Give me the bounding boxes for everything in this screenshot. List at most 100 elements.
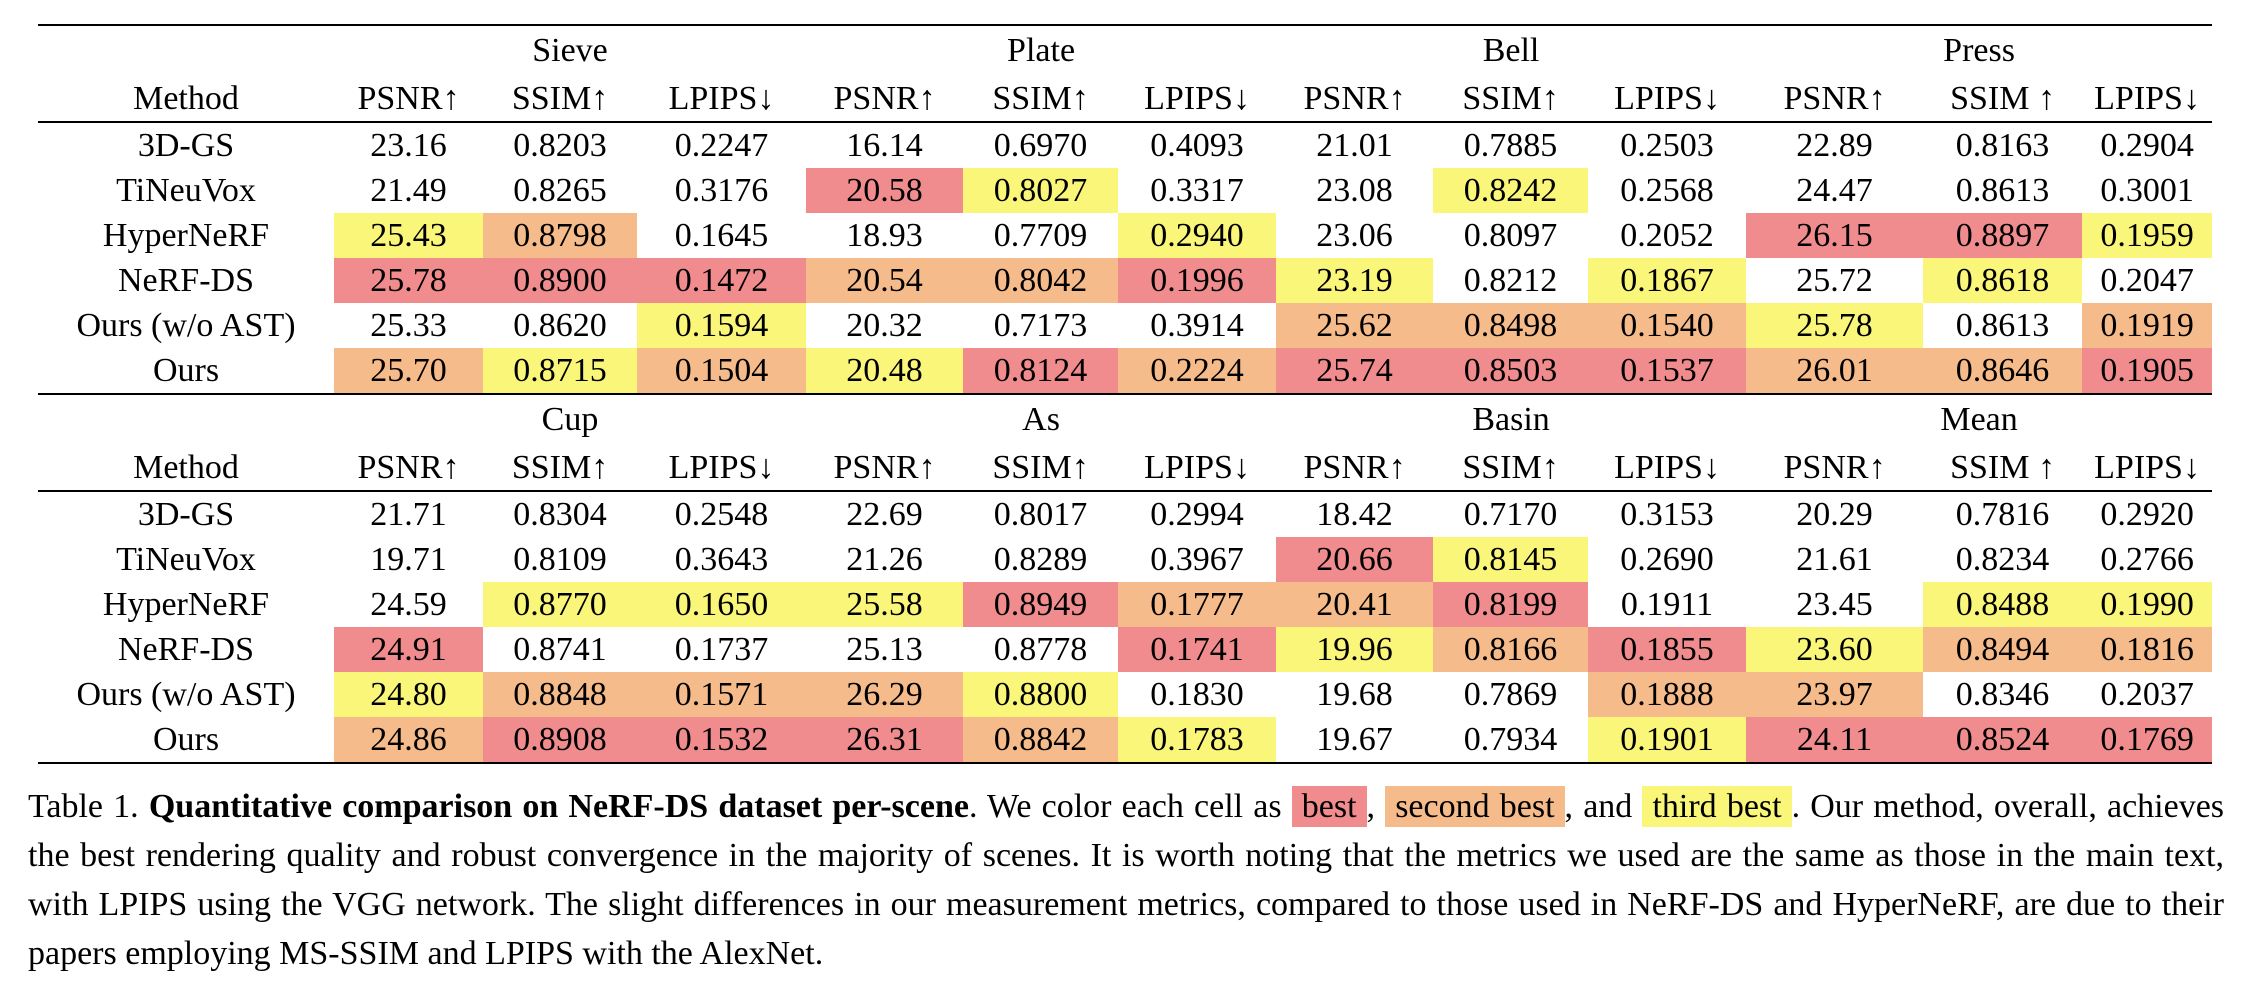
caption-text-2: , and bbox=[1564, 788, 1633, 825]
metric-cell: 0.3967 bbox=[1150, 541, 1244, 578]
metric-cell: 0.8503 bbox=[1433, 348, 1589, 395]
scene-header-row: Sieve Plate Bell Press bbox=[38, 24, 2213, 76]
metric-cell: 0.1816 bbox=[2082, 627, 2213, 672]
scene-header: Sieve bbox=[334, 24, 807, 76]
table-row: 3D-GS 21.71 0.8304 0.2548 22.69 0.8017 0.2994 1… bbox=[38, 491, 2212, 537]
metric-cell: 0.8488 bbox=[1923, 582, 2083, 627]
metric-cell: 20.41 bbox=[1276, 582, 1434, 627]
method-name: HyperNeRF bbox=[102, 586, 270, 623]
metric-cell: 0.1537 bbox=[1588, 348, 1747, 395]
metric-cell: 0.2940 bbox=[1118, 213, 1277, 258]
metric-cell: 0.1472 bbox=[637, 258, 807, 303]
metric-header: PSNR↑ bbox=[806, 76, 964, 123]
metric-cell: 19.67 bbox=[1276, 717, 1434, 764]
metric-header: SSIM↑ bbox=[1433, 76, 1589, 123]
metric-cell: 25.43 bbox=[334, 213, 483, 258]
metric-cell: 0.8800 bbox=[963, 672, 1119, 717]
metric-cell: 0.7885 bbox=[1463, 127, 1558, 164]
metric-cell: 25.70 bbox=[334, 348, 483, 395]
legend-third-best-swatch: third best bbox=[1642, 786, 1792, 827]
metric-cell: 0.8242 bbox=[1433, 168, 1589, 213]
metric-header: PSNR↑ bbox=[334, 445, 483, 492]
metric-header: LPIPS↓ bbox=[1118, 76, 1277, 123]
metric-cell: 0.1783 bbox=[1118, 717, 1277, 764]
metric-cell: 0.1867 bbox=[1588, 258, 1747, 303]
metric-header-row: Method PSNR↑ SSIM↑ LPIPS↓ PSNR↑ SSIM↑ LPIPS↓ PS… bbox=[38, 76, 2213, 123]
metric-cell: 26.01 bbox=[1746, 348, 1924, 395]
method-name: HyperNeRF bbox=[102, 217, 270, 254]
method-name: TiNeuVox bbox=[116, 541, 256, 578]
metric-cell: 0.8900 bbox=[483, 258, 637, 303]
metric-header: PSNR↑ bbox=[1276, 445, 1434, 492]
metric-cell: 0.1650 bbox=[637, 582, 807, 627]
metric-header: SSIM↑ bbox=[483, 445, 637, 492]
method-name: Ours (w/o AST) bbox=[76, 676, 296, 713]
metric-cell: 0.4093 bbox=[1150, 127, 1244, 164]
metric-cell: 0.8097 bbox=[1463, 217, 1558, 254]
metric-cell: 0.8618 bbox=[1923, 258, 2083, 303]
metric-header: SSIM↑ bbox=[963, 445, 1119, 492]
metric-cell: 0.1855 bbox=[1588, 627, 1747, 672]
results-table: Sieve Plate Bell Press Method PSNR↑ SSIM↑ LPIPS… bbox=[38, 24, 2213, 764]
metric-cell: 24.59 bbox=[370, 586, 447, 623]
metric-cell: 21.61 bbox=[1796, 541, 1873, 578]
scene-header: Mean bbox=[1746, 393, 2213, 445]
caption-text-1: . We color each cell as bbox=[968, 788, 1282, 825]
method-name: NeRF-DS bbox=[117, 262, 255, 299]
metric-header: LPIPS↓ bbox=[637, 445, 807, 492]
table-row: Ours (w/o AST) 24.80 0.8848 0.1571 26.29 0.88… bbox=[38, 672, 2212, 717]
metric-cell: 0.2247 bbox=[674, 127, 769, 164]
metric-cell: 20.32 bbox=[846, 307, 923, 344]
metric-header: LPIPS↓ bbox=[2082, 445, 2213, 492]
metric-cell: 0.8203 bbox=[513, 127, 607, 164]
metric-cell: 18.93 bbox=[846, 217, 923, 254]
metric-cell: 23.97 bbox=[1746, 672, 1924, 717]
metric-cell: 0.2503 bbox=[1620, 127, 1714, 164]
metric-cell: 25.74 bbox=[1276, 348, 1434, 395]
metric-cell: 19.68 bbox=[1316, 676, 1393, 713]
metric-cell: 0.8017 bbox=[993, 496, 1088, 533]
metric-header: SSIM↑ bbox=[1433, 445, 1589, 492]
metric-cell: 22.89 bbox=[1796, 127, 1873, 164]
metric-cell: 23.08 bbox=[1316, 172, 1393, 209]
metric-cell: 25.33 bbox=[370, 307, 447, 344]
metric-cell: 0.1504 bbox=[637, 348, 807, 395]
metric-cell: 0.7709 bbox=[993, 217, 1088, 254]
metric-cell: 0.3001 bbox=[2100, 172, 2194, 209]
table-row: Ours 25.70 0.8715 0.1504 20.48 0.8124 0.2224 25… bbox=[38, 348, 2213, 395]
metric-cell: 0.8613 bbox=[1955, 172, 2050, 209]
metric-cell: 0.8145 bbox=[1433, 537, 1589, 582]
metric-cell: 0.7869 bbox=[1463, 676, 1558, 713]
metric-cell: 0.1769 bbox=[2082, 717, 2213, 764]
scene-header: As bbox=[806, 393, 1277, 445]
metric-cell: 25.72 bbox=[1796, 262, 1873, 299]
method-name: 3D-GS bbox=[137, 127, 235, 164]
metric-cell: 0.8646 bbox=[1923, 348, 2083, 395]
metric-cell: 20.29 bbox=[1796, 496, 1873, 533]
method-name: NeRF-DS bbox=[117, 631, 255, 668]
metric-cell: 0.8524 bbox=[1923, 717, 2083, 764]
metric-cell: 0.8109 bbox=[513, 541, 607, 578]
metric-cell: 0.8842 bbox=[963, 717, 1119, 764]
metric-cell: 0.8163 bbox=[1955, 127, 2050, 164]
metric-cell: 20.54 bbox=[806, 258, 964, 303]
legend-second-best-swatch: second best bbox=[1385, 786, 1565, 827]
table-row: HyperNeRF 25.43 0.8798 0.1645 18.93 0.7709 0.2… bbox=[38, 213, 2213, 258]
metric-cell: 0.2568 bbox=[1620, 172, 1714, 209]
metric-cell: 0.7934 bbox=[1433, 717, 1589, 764]
metric-cell: 0.7170 bbox=[1463, 496, 1558, 533]
metric-cell: 0.8848 bbox=[483, 672, 637, 717]
metric-cell: 24.91 bbox=[334, 627, 483, 672]
metric-cell: 0.2690 bbox=[1620, 541, 1714, 578]
table-row: TiNeuVox 21.49 0.8265 0.3176 20.58 0.8027 0.33… bbox=[38, 168, 2212, 213]
metric-cell: 0.2904 bbox=[2100, 127, 2194, 164]
metric-cell: 24.86 bbox=[334, 717, 483, 764]
scene-header-row: Cup As Basin Mean bbox=[38, 393, 2213, 445]
metric-cell: 0.2047 bbox=[2100, 262, 2194, 299]
metric-cell: 0.1888 bbox=[1588, 672, 1747, 717]
metric-cell: 20.66 bbox=[1276, 537, 1434, 582]
scene-header: Bell bbox=[1276, 24, 1747, 76]
metric-cell: 0.8304 bbox=[513, 496, 607, 533]
metric-cell: 0.1540 bbox=[1588, 303, 1747, 348]
metric-header: PSNR↑ bbox=[1746, 445, 1924, 492]
